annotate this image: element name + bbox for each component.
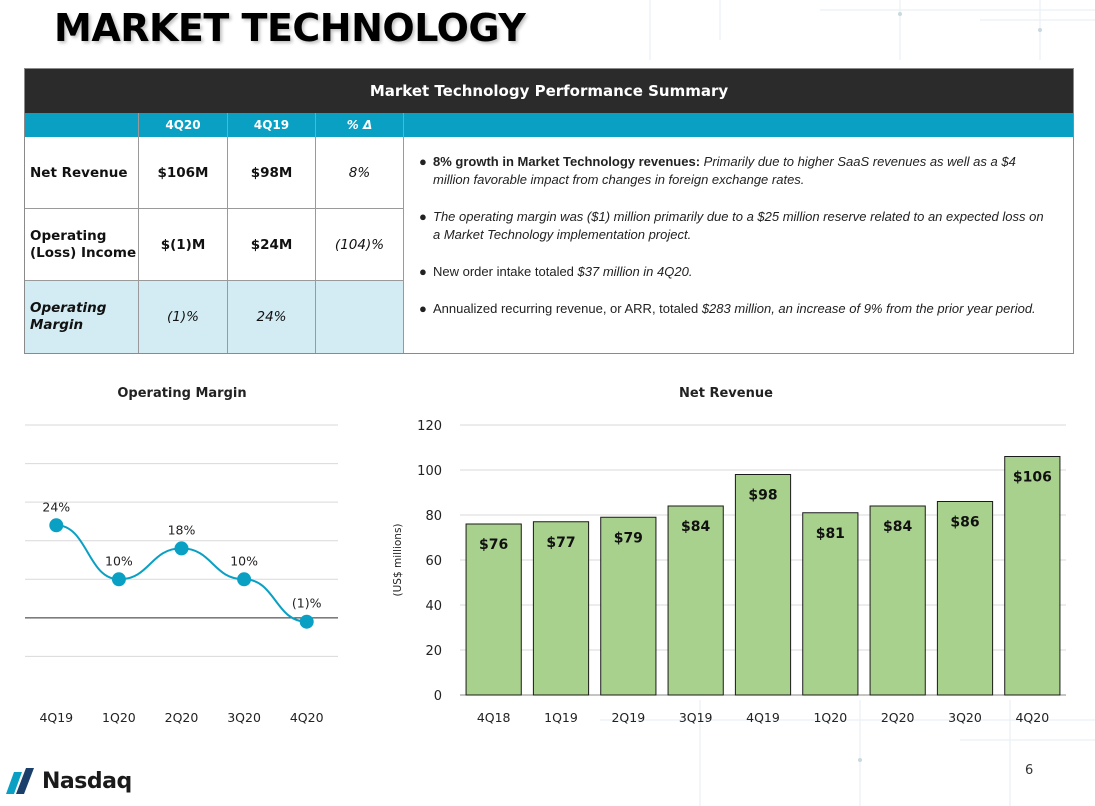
revenue-x-tick: 3Q19 xyxy=(679,710,713,725)
revenue-bar-4Q20 xyxy=(1004,456,1061,696)
margin-point-2Q20 xyxy=(174,541,189,556)
revenue-bar-3Q20 xyxy=(936,501,994,696)
nasdaq-logo-text: Nasdaq xyxy=(42,768,132,794)
note-lead: Annualized recurring revenue, or ARR, to… xyxy=(433,301,702,316)
note-item: ● 8% growth in Market Technology revenues… xyxy=(419,153,1049,189)
note-item: ● New order intake totaled $37 million in… xyxy=(419,263,1049,281)
revenue-x-tick: 3Q20 xyxy=(948,710,982,725)
revenue-y-tick: 60 xyxy=(425,554,442,569)
revenue-data-label: $84 xyxy=(883,519,912,535)
revenue-x-tick: 2Q20 xyxy=(881,710,915,725)
revenue-y-tick: 40 xyxy=(425,599,442,614)
revenue-data-label: $76 xyxy=(479,537,508,553)
revenue-data-label: $79 xyxy=(614,530,643,546)
page-number: 6 xyxy=(1025,763,1034,778)
row-label-operating-margin: Operating Margin xyxy=(25,281,139,353)
revenue-y-tick: 100 xyxy=(417,464,442,479)
revenue-x-tick: 4Q20 xyxy=(1015,710,1049,725)
revenue-bar-3Q19 xyxy=(667,505,724,696)
bullet: ● xyxy=(419,301,427,316)
margin-point-1Q20 xyxy=(111,572,126,587)
revenue-bar-4Q19 xyxy=(734,474,792,696)
revenue-y-tick: 80 xyxy=(425,509,442,524)
revenue-bar-2Q19 xyxy=(600,516,657,696)
note-lead: New order intake totaled xyxy=(433,264,578,279)
note-text: $283 million, an increase of 9% from the… xyxy=(701,301,1036,316)
performance-summary-table: Market Technology Performance Summary 4Q… xyxy=(24,68,1074,354)
margin-data-label: 10% xyxy=(230,553,258,568)
margin-x-tick: 3Q20 xyxy=(227,710,261,725)
revenue-y-tick: 120 xyxy=(417,419,442,434)
revenue-data-label: $106 xyxy=(1013,470,1052,486)
operating-margin-4q19: 24% xyxy=(228,281,316,353)
chart-title-operating-margin: Operating Margin xyxy=(117,386,247,401)
revenue-data-label: $86 xyxy=(950,515,979,531)
revenue-bar-4Q18 xyxy=(465,523,522,696)
column-header-notes xyxy=(404,113,1073,137)
margin-point-4Q20 xyxy=(299,614,314,629)
net-revenue-4q19: $98M xyxy=(228,137,316,209)
margin-data-label: 10% xyxy=(105,553,133,568)
revenue-x-tick: 2Q19 xyxy=(611,710,645,725)
summary-notes: ● 8% growth in Market Technology revenues… xyxy=(419,153,1049,337)
margin-x-tick: 4Q20 xyxy=(290,710,324,725)
revenue-data-label: $98 xyxy=(748,488,777,504)
nasdaq-logo: Nasdaq xyxy=(4,766,132,796)
revenue-y-axis-label: (US$ millions) xyxy=(392,523,404,596)
slide-title: MARKET TECHNOLOGY xyxy=(54,6,526,50)
note-text: The operating margin was ($1) million pr… xyxy=(433,209,1044,242)
margin-x-tick: 1Q20 xyxy=(102,710,136,725)
revenue-data-label: $81 xyxy=(816,526,845,542)
note-item: ● Annualized recurring revenue, or ARR, t… xyxy=(419,300,1049,318)
operating-income-change: (104)% xyxy=(316,209,404,281)
margin-data-label: (1)% xyxy=(292,596,322,611)
summary-table-title: Market Technology Performance Summary xyxy=(25,69,1073,113)
note-lead: 8% growth in Market Technology revenues: xyxy=(433,154,701,169)
bullet: ● xyxy=(419,154,427,169)
operating-income-4q20: $(1)M xyxy=(139,209,228,281)
operating-margin-change xyxy=(316,281,404,353)
revenue-bar-2Q20 xyxy=(869,505,926,696)
column-header-4q20: 4Q20 xyxy=(139,113,228,137)
margin-x-tick: 4Q19 xyxy=(39,710,73,725)
revenue-y-tick: 20 xyxy=(425,644,442,659)
margin-point-4Q19 xyxy=(49,518,64,533)
revenue-x-tick: 4Q18 xyxy=(477,710,511,725)
revenue-data-label: $84 xyxy=(681,519,710,535)
row-label-operating-income: Operating (Loss) Income xyxy=(25,209,139,281)
column-header-pct-change: % Δ xyxy=(316,113,404,137)
margin-data-label: 18% xyxy=(168,522,196,537)
revenue-y-tick: 0 xyxy=(434,689,442,704)
nasdaq-logo-icon xyxy=(6,768,34,794)
note-text: Primarily due to higher SaaS revenues as… xyxy=(433,154,1016,187)
net-revenue-change: 8% xyxy=(316,137,404,209)
revenue-data-label: $77 xyxy=(546,535,575,551)
operating-income-4q19: $24M xyxy=(228,209,316,281)
margin-data-label: 24% xyxy=(42,499,70,514)
row-label-net-revenue: Net Revenue xyxy=(25,137,139,209)
bullet: ● xyxy=(419,264,427,279)
revenue-x-tick: 1Q19 xyxy=(544,710,578,725)
margin-point-3Q20 xyxy=(237,572,252,587)
note-item: ● The operating margin was ($1) million p… xyxy=(419,208,1049,244)
revenue-bar-1Q20 xyxy=(802,512,859,696)
chart-title-net-revenue: Net Revenue xyxy=(679,386,773,401)
margin-x-tick: 2Q20 xyxy=(165,710,199,725)
note-text: $37 million in 4Q20. xyxy=(577,264,693,279)
revenue-x-tick: 4Q19 xyxy=(746,710,780,725)
revenue-bar-1Q19 xyxy=(532,521,590,696)
column-header-4q19: 4Q19 xyxy=(228,113,316,137)
operating-margin-4q20: (1)% xyxy=(139,281,228,353)
column-header-blank xyxy=(25,113,139,137)
revenue-x-tick: 1Q20 xyxy=(813,710,847,725)
net-revenue-4q20: $106M xyxy=(139,137,228,209)
bullet: ● xyxy=(419,209,427,224)
